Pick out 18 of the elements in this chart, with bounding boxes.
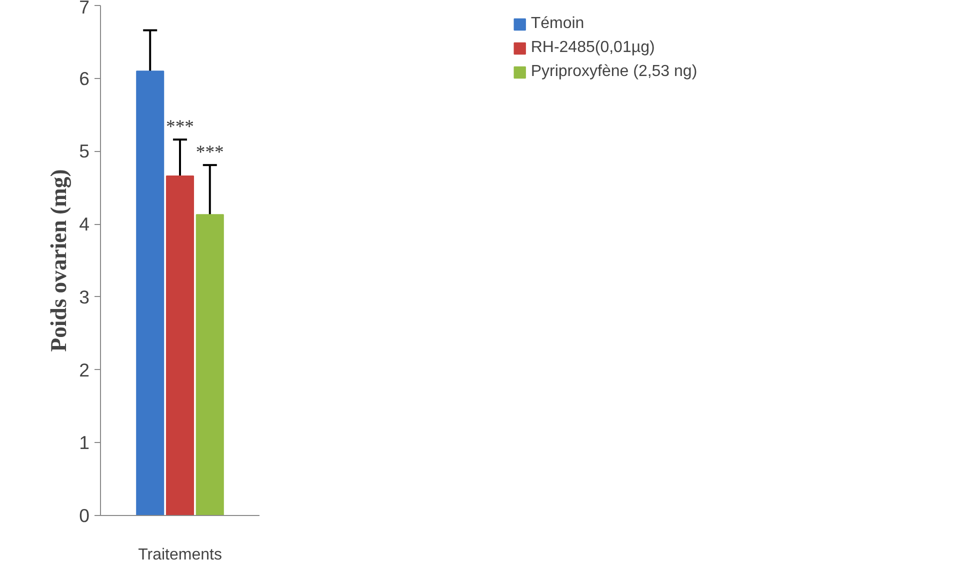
y-tick-label: 7 xyxy=(79,0,90,18)
data-label: *** xyxy=(196,142,224,164)
legend-label: Témoin xyxy=(530,15,584,33)
bar xyxy=(136,70,164,516)
bar xyxy=(196,214,224,516)
y-tick-label: 5 xyxy=(79,140,90,162)
y-tick-label: 0 xyxy=(79,505,90,526)
legend-label: Pyriproxyfène (2,53 ng) xyxy=(530,63,698,81)
y-axis-title: Poids ovarien (mg) xyxy=(46,169,72,352)
y-tick-label: 1 xyxy=(79,432,90,454)
y-tick-label: 6 xyxy=(79,68,90,89)
data-label: *** xyxy=(166,116,194,138)
x-tick-label: Traitements xyxy=(138,546,222,564)
y-tick-label: 3 xyxy=(79,286,90,308)
y-tick-label: 2 xyxy=(79,359,90,380)
legend-label: RH-2485(0,01µg) xyxy=(530,39,655,57)
bar xyxy=(166,175,194,516)
y-tick-label: 4 xyxy=(79,214,90,235)
